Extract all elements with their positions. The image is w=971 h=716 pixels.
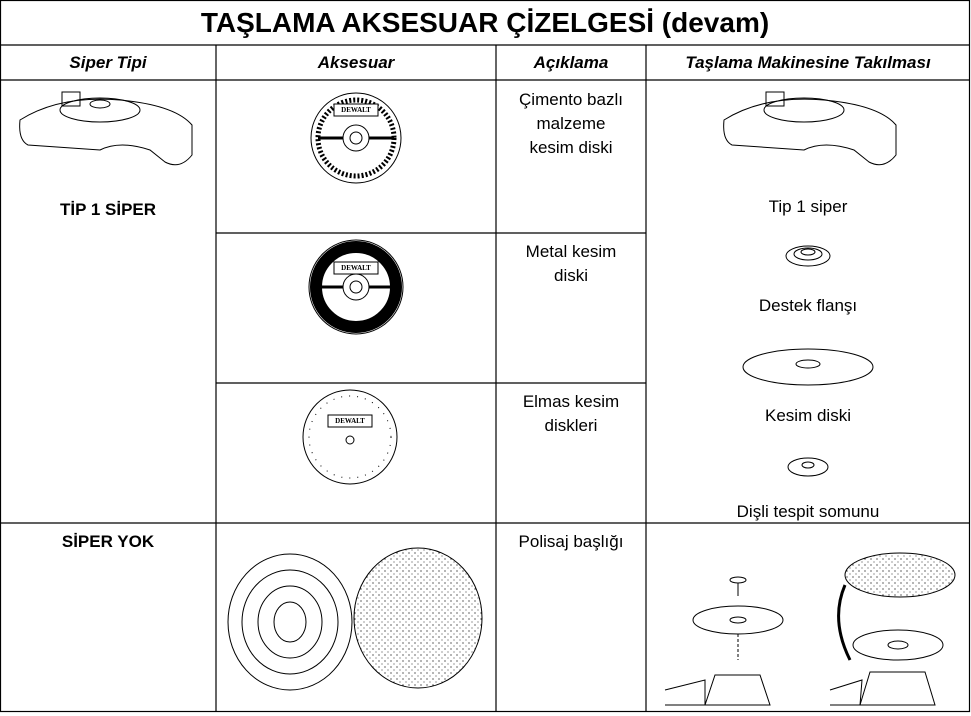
mounting-label: Tip 1 siper [768,197,848,216]
mounting-label: Kesim diski [765,406,851,425]
guard-type: SİPER YOK [61,532,155,551]
title: TAŞLAMA AKSESUAR ÇİZELGESİ (devam) [200,7,770,38]
brand-logo: DEWALT [341,264,371,272]
text-line: diskleri [544,416,598,435]
text-line: malzeme [536,114,606,133]
text-line: Metal kesim [525,242,617,261]
description: Çimento bazlı malzeme kesim diski [496,88,646,160]
text-line: Çimento bazlı [519,90,623,109]
mounting-drawing [664,552,956,706]
mounting-label: Destek flanşı [758,296,858,315]
brand-logo: DEWALT [335,417,365,425]
disk-diamond [302,389,398,485]
mounting-label: Dişli tespit somunu [736,502,880,521]
mounting-parts [742,245,874,477]
column-header: Siper Tipi [69,53,147,72]
text-line: kesim diski [529,138,613,157]
guard-icon [19,91,193,166]
guard-icon [723,91,897,166]
polishing-pad [227,547,483,691]
description: Elmas kesim diskleri [496,390,646,438]
brand-logo: DEWALT [341,106,371,114]
disk-metal [308,239,404,335]
disk-concrete [310,92,402,184]
guard-type: TİP 1 SİPER [59,200,157,219]
description: Polisaj başlığı [496,530,646,554]
column-header: Taşlama Makinesine Takılması [685,53,931,72]
text-line: diski [553,266,588,285]
text-line: Elmas kesim [522,392,620,411]
description: Metal kesim diski [496,240,646,288]
column-header: Aksesuar [317,53,395,72]
column-header: Açıklama [533,53,609,72]
text-line: Polisaj başlığı [518,532,624,551]
